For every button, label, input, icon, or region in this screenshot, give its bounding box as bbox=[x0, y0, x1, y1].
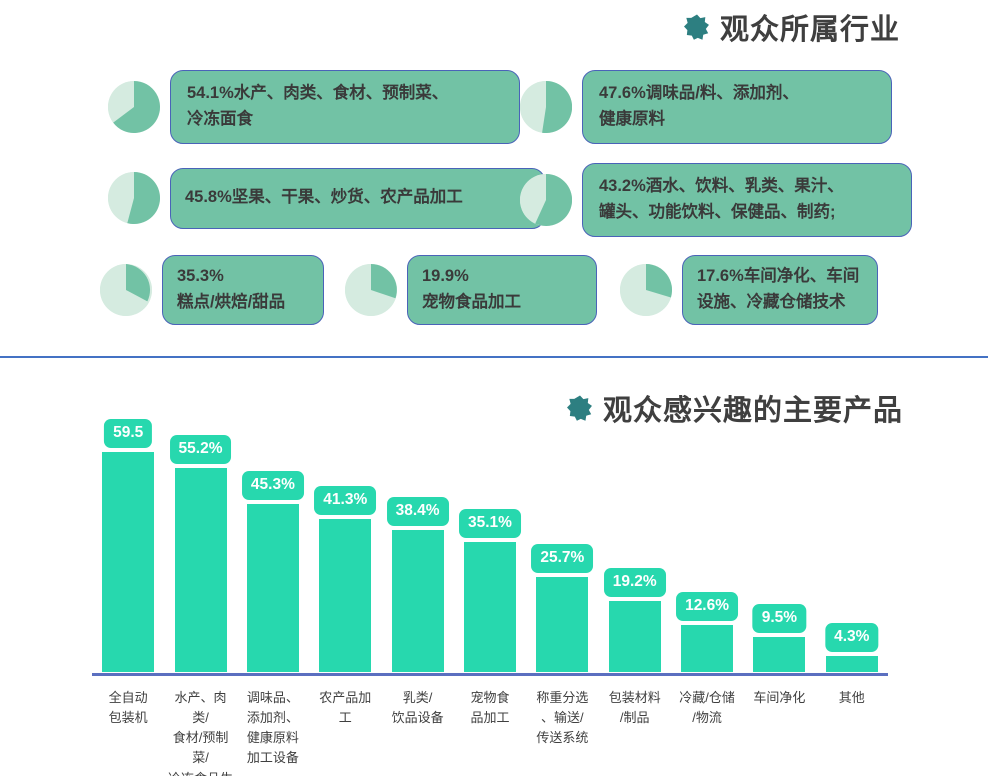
x-axis-label: 宠物食 品加工 bbox=[470, 690, 510, 726]
industry-item-4: 35.3% 糕点/烘焙/甜品 bbox=[100, 255, 324, 326]
bar-column: 25.7% bbox=[526, 435, 598, 672]
bar bbox=[174, 468, 227, 672]
bar-column: 35.1% bbox=[454, 435, 526, 672]
bar bbox=[681, 625, 734, 672]
bar bbox=[536, 577, 589, 672]
bar-column: 9.5% bbox=[743, 435, 815, 672]
pie-chart-5 bbox=[345, 264, 397, 317]
bar-value-label: 41.3% bbox=[314, 486, 377, 515]
x-axis-label: 乳类/ 饮品设备 bbox=[391, 690, 444, 726]
bar bbox=[246, 504, 299, 672]
bar bbox=[463, 542, 516, 672]
pie-chart-1 bbox=[520, 81, 572, 134]
bar-value-label: 59.5 bbox=[104, 419, 153, 448]
bar-column: 4.3% bbox=[816, 435, 888, 672]
industry-item-5: 19.9% 宠物食品加工 bbox=[345, 255, 597, 326]
bar-value-label: 25.7% bbox=[531, 544, 594, 573]
x-axis-label: 冷藏/仓储 /物流 bbox=[679, 690, 735, 726]
section-divider bbox=[0, 356, 988, 358]
pie-chart-4 bbox=[100, 264, 152, 317]
bar-series: 59.5 55.2% 45.3% 41.3% 38.4% 35.1% 25.7% 19.2% 1… bbox=[92, 419, 888, 672]
bar-value-label: 38.4% bbox=[386, 497, 449, 526]
industry-item-1: 47.6%调味品/料、添加剂、 健康原料 bbox=[520, 70, 892, 145]
x-axis-label: 其他 bbox=[838, 690, 865, 705]
products-section-header: 观众感兴趣的主要产品 bbox=[566, 387, 903, 429]
pie-chart-0 bbox=[108, 81, 160, 134]
bar-column: 12.6% bbox=[671, 435, 743, 672]
x-axis-label: 水产、肉类/ 食材/预制菜/ 冷冻食品生产 线 bbox=[168, 690, 233, 776]
products-bar-chart: 59.5 55.2% 45.3% 41.3% 38.4% 35.1% 25.7% 19.2% 1… bbox=[0, 419, 988, 776]
bar-value-label: 35.1% bbox=[458, 509, 521, 538]
x-axis-label: 农产品加 工 bbox=[319, 690, 372, 726]
industry-bubble-5: 19.9% 宠物食品加工 bbox=[407, 255, 597, 326]
bar-value-label: 9.5% bbox=[752, 604, 807, 633]
star-burst-icon bbox=[566, 395, 592, 421]
bar bbox=[608, 601, 661, 672]
bar bbox=[825, 656, 878, 672]
bar-column: 19.2% bbox=[599, 435, 671, 672]
x-axis-label: 车间净化 bbox=[753, 690, 806, 705]
bar-plot-area: 59.5 55.2% 45.3% 41.3% 38.4% 35.1% 25.7% 19.2% 1… bbox=[92, 419, 888, 675]
x-axis-label: 全自动 包装机 bbox=[108, 690, 148, 726]
bar-value-label: 4.3% bbox=[825, 623, 879, 652]
industry-bubble-2: 45.8%坚果、干果、炒货、农产品加工 bbox=[170, 168, 545, 229]
industry-bubble-1: 47.6%调味品/料、添加剂、 健康原料 bbox=[582, 70, 892, 145]
industry-bubble-4: 35.3% 糕点/烘焙/甜品 bbox=[162, 255, 324, 326]
bar-column: 55.2% bbox=[164, 435, 236, 672]
bar-value-label: 45.3% bbox=[241, 471, 304, 500]
industry-section-header: 观众所属行业 bbox=[683, 6, 900, 48]
pie-chart-6 bbox=[620, 264, 672, 317]
bar-value-label: 55.2% bbox=[169, 435, 232, 464]
bar-column: 38.4% bbox=[381, 435, 453, 672]
star-burst-icon bbox=[683, 14, 709, 40]
products-section-title: 观众感兴趣的主要产品 bbox=[602, 395, 903, 427]
bar-value-label: 12.6% bbox=[676, 592, 739, 621]
bar bbox=[102, 452, 155, 672]
industry-bubble-6: 17.6%车间净化、车间 设施、冷藏仓储技术 bbox=[682, 255, 878, 326]
pie-chart-2 bbox=[108, 172, 160, 225]
bar bbox=[753, 637, 806, 672]
industry-item-2: 45.8%坚果、干果、炒货、农产品加工 bbox=[108, 168, 545, 229]
x-axis-line bbox=[92, 673, 888, 676]
industry-item-3: 43.2%酒水、饮料、乳类、果汁、 罐头、功能饮料、保健品、制药; bbox=[520, 163, 912, 238]
industry-bubble-3: 43.2%酒水、饮料、乳类、果汁、 罐头、功能饮料、保健品、制药; bbox=[582, 163, 912, 238]
industry-item-6: 17.6%车间净化、车间 设施、冷藏仓储技术 bbox=[620, 255, 878, 326]
bar-column: 45.3% bbox=[237, 435, 309, 672]
bar-value-label: 19.2% bbox=[603, 568, 666, 597]
pie-chart-3 bbox=[520, 174, 572, 227]
bar-column: 59.5 bbox=[92, 419, 164, 672]
industry-item-0: 54.1%水产、肉类、食材、预制菜、 冷冻面食 bbox=[108, 70, 520, 145]
industry-section-title: 观众所属行业 bbox=[719, 14, 900, 46]
x-axis-label: 调味品、 添加剂、 健康原料 加工设备 bbox=[246, 690, 299, 766]
x-axis-label: 包装材料 /制品 bbox=[608, 690, 661, 726]
bar-column: 41.3% bbox=[309, 435, 381, 672]
bar bbox=[391, 530, 444, 672]
x-axis-label: 称重分选 、输送/ 传送系统 bbox=[536, 690, 589, 746]
industry-bubble-0: 54.1%水产、肉类、食材、预制菜、 冷冻面食 bbox=[170, 70, 520, 145]
bar bbox=[319, 519, 372, 672]
